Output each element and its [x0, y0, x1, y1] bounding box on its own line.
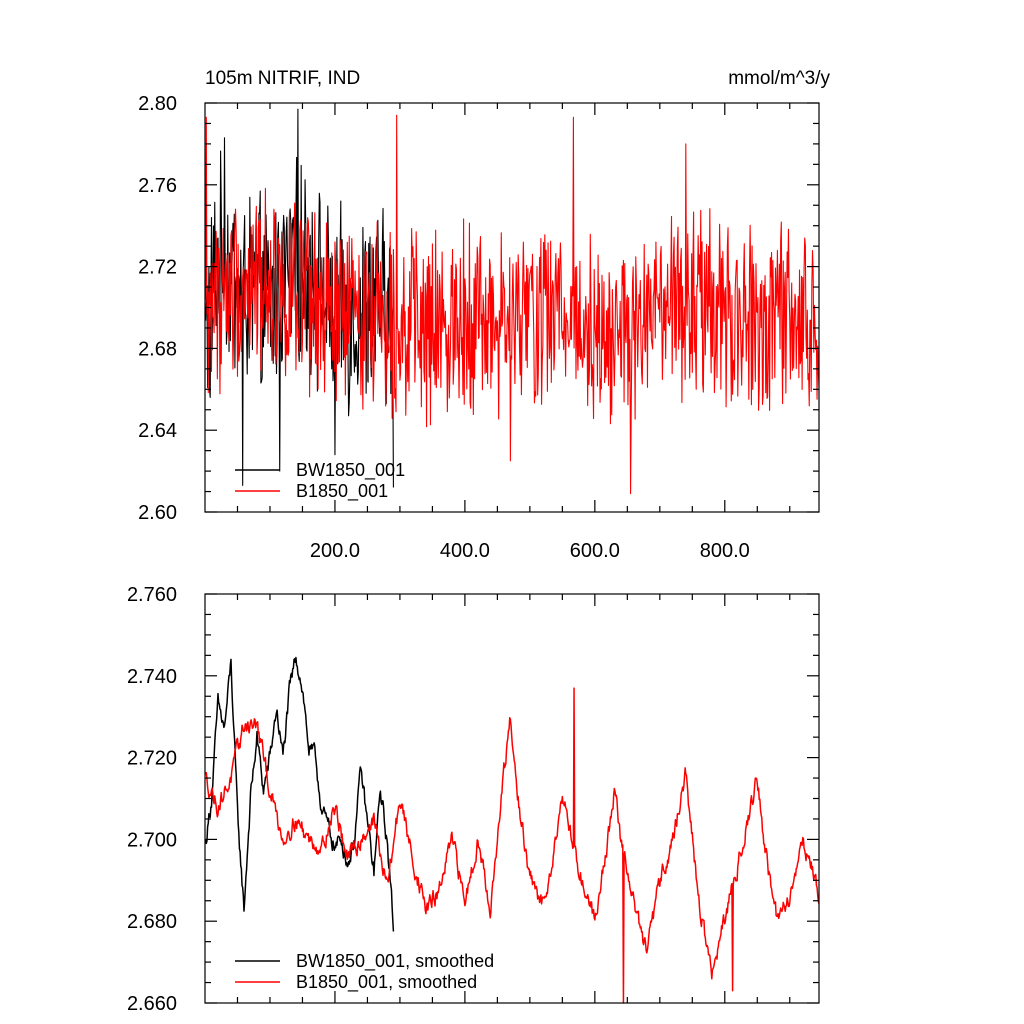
tick-layer: 2.60 2.64 2.68 2.72 2.76 2.80 200.0 400.0 600.0 8…: [138, 93, 819, 562]
plot-frame: [204, 593, 820, 1004]
legend-label-b1850-smoothed: B1850_001, smoothed: [296, 972, 477, 993]
series-line-1: [205, 114, 820, 495]
tick-layer: 2.660 2.680 2.700 2.720 2.740 2.760: [127, 584, 819, 1015]
y-tick-label: 2.680: [127, 911, 177, 933]
y-tick-label: 2.72: [138, 257, 177, 279]
panel-units: mmol/m^3/y: [728, 68, 830, 89]
legend-label-b1850: B1850_001: [296, 481, 388, 502]
y-tick-label: 2.700: [127, 829, 177, 851]
y-tick-label: 2.60: [138, 502, 177, 524]
bottom-panel: 2.660 2.680 2.700 2.720 2.740 2.760 BW1850_00…: [127, 584, 820, 1015]
series-layer: [204, 656, 820, 1004]
legend: BW1850_001, smoothed B1850_001, smoothed: [235, 951, 494, 993]
y-tick-label: 2.64: [138, 420, 177, 442]
x-tick-label: 600.0: [570, 540, 620, 562]
y-tick-label: 2.720: [127, 748, 177, 770]
series-layer: [205, 108, 820, 495]
series-line-0: [204, 656, 395, 932]
panel-title: 105m NITRIF, IND: [205, 68, 360, 89]
series-line-1: [204, 687, 820, 1004]
x-tick-label: 800.0: [700, 540, 750, 562]
top-panel: 105m NITRIF, IND mmol/m^3/y 2.60 2.64 2.68…: [138, 68, 830, 562]
y-tick-label: 2.76: [138, 175, 177, 197]
x-tick-label: 200.0: [310, 540, 360, 562]
y-tick-label: 2.80: [138, 93, 177, 115]
y-tick-label: 2.660: [127, 993, 177, 1015]
y-tick-label: 2.740: [127, 666, 177, 688]
plot-frame: [204, 102, 820, 513]
y-tick-label: 2.760: [127, 584, 177, 606]
legend: BW1850_001 B1850_001: [235, 460, 405, 502]
x-tick-label: 400.0: [440, 540, 490, 562]
legend-label-bw1850: BW1850_001: [296, 460, 405, 481]
legend-label-bw1850-smoothed: BW1850_001, smoothed: [296, 951, 494, 972]
y-tick-label: 2.68: [138, 338, 177, 360]
